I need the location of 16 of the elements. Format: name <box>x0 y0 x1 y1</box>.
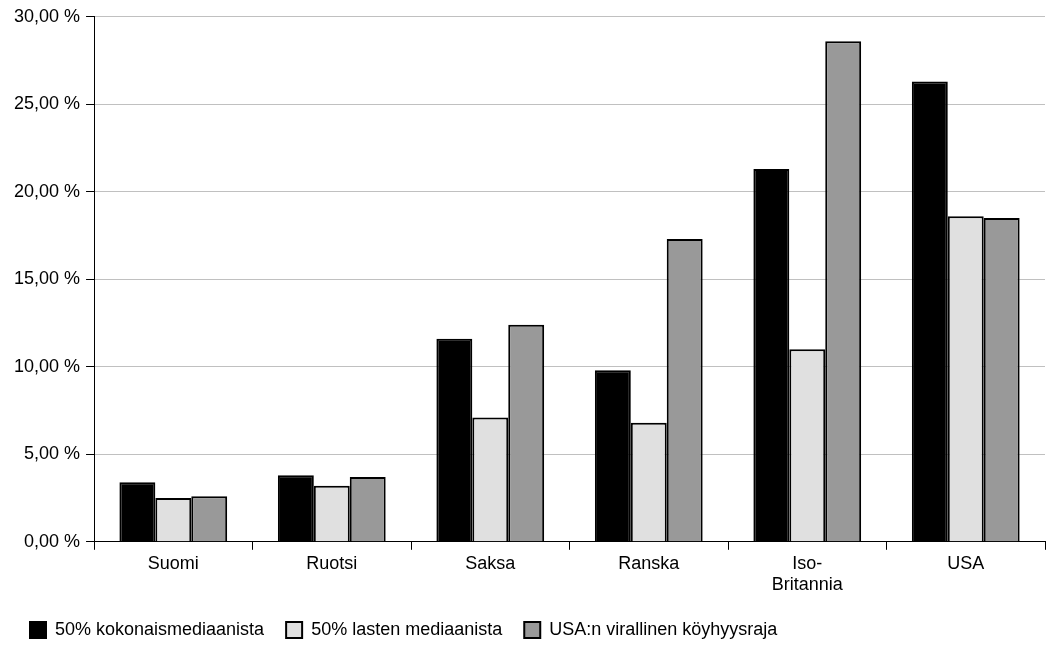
legend-label: 50% lasten mediaanista <box>311 618 504 639</box>
y-tick-label: 15,00 % <box>13 268 81 289</box>
x-tick-label: Iso-Britannia <box>771 552 844 595</box>
x-tick-label: Suomi <box>147 552 199 573</box>
y-tick-label: 20,00 % <box>13 180 81 201</box>
legend-label: USA:n virallinen köyhyysraja <box>549 618 779 639</box>
x-tick-label: Ruotsi <box>306 552 358 573</box>
y-tick-label: 10,00 % <box>13 355 81 376</box>
y-tick-label: 25,00 % <box>13 93 81 114</box>
legend-label: 50% kokonaismediaanista <box>55 618 266 639</box>
y-tick-label: 0,00 % <box>24 530 81 551</box>
x-tick-label: USA <box>947 552 985 573</box>
x-tick-label: Saksa <box>465 552 517 573</box>
x-tick-label: Ranska <box>618 552 681 573</box>
y-tick-label: 5,00 % <box>24 443 81 464</box>
y-tick-label: 30,00 % <box>13 5 81 26</box>
